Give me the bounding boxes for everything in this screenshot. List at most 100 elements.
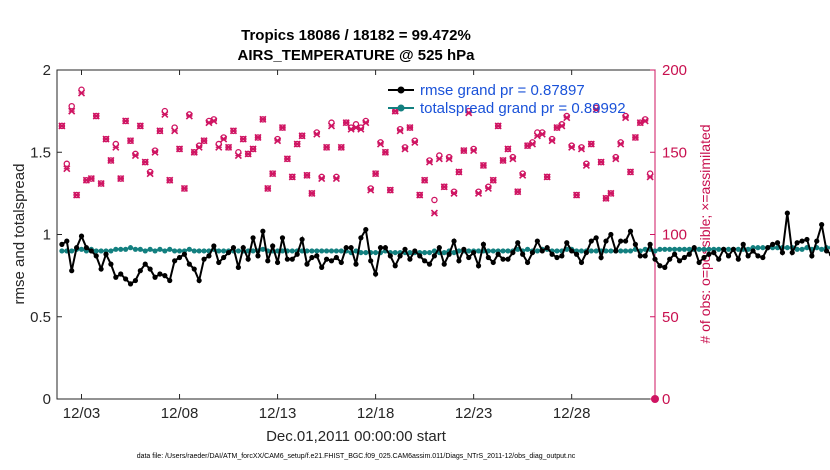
rmse-point: [672, 251, 678, 257]
totalspread-point: [799, 246, 805, 252]
rmse-point: [613, 248, 619, 254]
rmse-point: [750, 248, 756, 254]
rmse-point: [328, 258, 335, 264]
obs-assimilated-point: [573, 191, 581, 199]
totalspread-point: [500, 248, 506, 254]
totalspread-point: [819, 246, 825, 252]
rmse-point: [686, 251, 692, 257]
obs-possible-point: [68, 102, 75, 110]
rmse-point: [804, 236, 810, 243]
obs-assimilated-point: [210, 117, 218, 125]
rmse-point: [500, 256, 506, 262]
rmse-point: [225, 249, 232, 256]
totalspread-point: [676, 246, 683, 252]
totalspread-point: [588, 248, 594, 254]
obs-assimilated-point: [587, 140, 595, 148]
rmse-point: [789, 249, 795, 256]
totalspread-point: [157, 246, 163, 252]
y-tick-label: 1.5: [30, 144, 51, 161]
rmse-point: [647, 241, 653, 247]
rmse-point: [578, 259, 585, 266]
rmse-point: [819, 222, 825, 228]
rmse-point: [564, 240, 570, 246]
totalspread-point: [186, 246, 192, 252]
rmse-point: [392, 263, 398, 269]
rmse-point: [103, 251, 109, 257]
rmse-point: [593, 235, 599, 241]
obs-assimilated-point: [391, 107, 399, 115]
obs-assimilated-point: [440, 183, 448, 191]
rmse-point: [495, 251, 501, 257]
x-tick-label: 12/28: [553, 405, 591, 422]
rmse-point: [422, 258, 428, 264]
totalspread-point: [422, 249, 428, 256]
rmse-point: [603, 238, 609, 244]
obs-assimilated-point: [450, 189, 458, 197]
rmse-point: [201, 256, 207, 262]
obs-assimilated-point: [180, 184, 189, 193]
totalspread-point: [784, 245, 790, 251]
totalspread-point: [490, 248, 496, 254]
rmse-point: [534, 238, 540, 244]
rmse-point: [289, 256, 295, 262]
rmse-point: [353, 261, 359, 267]
rmse-point: [270, 243, 276, 249]
obs-assimilated-point: [77, 89, 86, 97]
obs-assimilated-point: [141, 158, 149, 166]
obs-assimilated-point: [362, 119, 370, 127]
rmse-point: [74, 245, 80, 251]
legend-rmse-marker: [397, 86, 405, 94]
obs-assimilated-point: [107, 156, 115, 165]
rmse-point: [377, 245, 384, 251]
legend-spread-marker: [397, 104, 405, 112]
obs-assimilated-point: [151, 148, 159, 156]
rmse-point: [98, 266, 104, 272]
totalspread-point: [142, 248, 148, 254]
totalspread-point: [333, 248, 339, 254]
obs-assimilated-point: [146, 170, 154, 178]
rmse-point: [809, 253, 815, 259]
totalspread-point: [289, 248, 295, 254]
obs-assimilated-point: [455, 168, 463, 176]
obs-assimilated-point: [156, 127, 164, 135]
totalspread-point: [725, 246, 732, 252]
rmse-point: [397, 253, 403, 259]
obs-assimilated-point: [425, 158, 434, 166]
rmse-point: [152, 274, 158, 280]
obs-assimilated-point: [122, 117, 130, 125]
obs-assimilated-point: [303, 171, 311, 179]
totalspread-point: [328, 248, 335, 254]
rmse-point: [441, 261, 447, 267]
rmse-point: [480, 241, 487, 247]
obs-assimilated-point: [528, 140, 537, 148]
rmse-point: [206, 253, 212, 259]
totalspread-point: [127, 245, 134, 251]
rmse-point: [78, 233, 85, 239]
rmse-point: [88, 248, 94, 254]
obs-assimilated-point: [430, 209, 438, 217]
obs-assimilated-point: [323, 143, 331, 151]
obs-assimilated-point: [175, 145, 184, 153]
totalspread-point: [314, 248, 320, 254]
legend: rmse grand pr = 0.87897 totalspread gran…: [388, 82, 626, 117]
y-tick-label: 1: [43, 227, 51, 244]
rmse-point: [260, 228, 266, 234]
rmse-point: [569, 248, 575, 254]
totalspread-point: [221, 248, 227, 254]
totalspread-point: [191, 248, 197, 254]
rmse-point: [784, 210, 790, 216]
obs-assimilated-point: [519, 171, 527, 179]
obs-assimilated-point: [592, 105, 600, 114]
obs-assimilated-point: [367, 186, 375, 194]
rmse-point: [181, 251, 188, 257]
rmse-point: [583, 249, 589, 256]
rmse-point: [230, 245, 237, 251]
rmse-point: [319, 264, 325, 270]
totalspread-point: [672, 246, 678, 252]
rmse-point: [774, 240, 781, 246]
rmse-point: [167, 277, 173, 284]
obs-assimilated-point: [97, 179, 105, 188]
totalspread-point: [147, 246, 153, 252]
rmse-point: [451, 238, 457, 244]
rmse-point: [814, 238, 820, 244]
